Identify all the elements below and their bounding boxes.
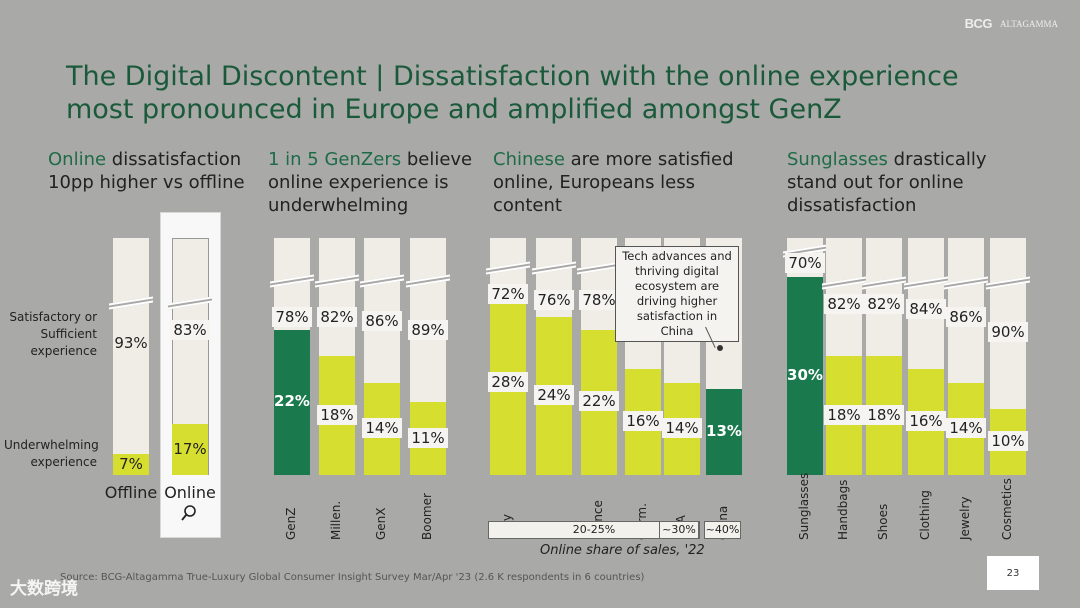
value-label-underwhelming: 7% bbox=[119, 454, 143, 473]
value-label-underwhelming: 24% bbox=[534, 384, 574, 405]
panel-heading-1: Online dissatisfaction 10pp higher vs of… bbox=[48, 148, 258, 194]
ylabel-satisfactory: Satisfactory or Sufficient experience bbox=[9, 310, 97, 358]
logos: BCG ALTAGAMMA bbox=[965, 16, 1058, 31]
value-label-satisfactory: 78% bbox=[272, 307, 312, 327]
value-label-underwhelming: 13% bbox=[706, 422, 742, 441]
value-label-satisfactory: 78% bbox=[579, 290, 619, 310]
value-label-underwhelming: 30% bbox=[787, 366, 823, 384]
value-label-underwhelming: 16% bbox=[623, 411, 663, 432]
share-box-usa: ~30% bbox=[659, 521, 699, 539]
value-label-satisfactory: 76% bbox=[534, 290, 574, 310]
callout-dot bbox=[717, 345, 723, 351]
title-rest: Dissatisfaction with the online experien… bbox=[66, 61, 959, 125]
bar-background bbox=[113, 238, 149, 475]
title-bold: The Digital Discontent bbox=[66, 61, 367, 92]
value-label-satisfactory: 86% bbox=[946, 307, 986, 327]
value-label-underwhelming: 28% bbox=[488, 371, 528, 392]
value-label-satisfactory: 89% bbox=[408, 320, 448, 340]
bar-sunglasses bbox=[787, 277, 823, 475]
share-label: Online share of sales, '22 bbox=[540, 543, 705, 558]
panel-4-text: drastically stand out for online dissati… bbox=[787, 149, 987, 216]
category-label: Online bbox=[164, 483, 216, 502]
bcg-logo: BCG bbox=[964, 16, 993, 31]
value-label-satisfactory: 86% bbox=[362, 311, 402, 331]
china-callout: Tech advances and thriving digital ecosy… bbox=[615, 246, 739, 342]
category-label: Handbags bbox=[836, 479, 850, 540]
value-label-satisfactory: 84% bbox=[906, 299, 946, 319]
category-label: GenX bbox=[374, 507, 388, 540]
value-label-underwhelming: 11% bbox=[408, 427, 448, 448]
value-label-satisfactory: 72% bbox=[488, 284, 528, 304]
panel-2-highlight: 1 in 5 GenZers bbox=[268, 149, 402, 170]
share-box-china: ~40% bbox=[704, 521, 741, 539]
category-label: Jewelry bbox=[958, 496, 972, 541]
ylabel-underwhelming: Underwhelming experience bbox=[4, 438, 99, 469]
panel-3-text: are more satisfied online, Europeans les… bbox=[493, 149, 734, 216]
value-label-underwhelming: 18% bbox=[317, 404, 357, 425]
value-label-satisfactory: 82% bbox=[824, 294, 864, 314]
value-label-underwhelming: 14% bbox=[362, 417, 402, 438]
category-label: Boomer bbox=[420, 493, 434, 540]
category-label: Shoes bbox=[876, 503, 890, 540]
source-footer: Source: BCG-Altagamma True-Luxury Global… bbox=[60, 572, 645, 583]
value-label-underwhelming: 18% bbox=[864, 404, 904, 425]
panel-heading-2: 1 in 5 GenZers believe online experience… bbox=[268, 148, 483, 217]
panel-3-highlight: Chinese bbox=[493, 149, 565, 170]
value-label-underwhelming: 16% bbox=[906, 411, 946, 432]
panel-heading-3: Chinese are more satisfied online, Europ… bbox=[493, 148, 753, 217]
panel-1-highlight: Online bbox=[48, 149, 107, 170]
category-label: GenZ bbox=[284, 507, 298, 540]
bar-offline bbox=[113, 454, 149, 475]
value-label-underwhelming: 14% bbox=[946, 417, 986, 438]
category-label: Offline bbox=[104, 483, 158, 502]
panel-4-highlight: Sunglasses bbox=[787, 149, 888, 170]
panel-heading-4: Sunglasses drastically stand out for onl… bbox=[787, 148, 1017, 217]
value-label-underwhelming: 22% bbox=[579, 391, 619, 412]
page-number: 23 bbox=[987, 556, 1039, 590]
category-label: Millen. bbox=[329, 500, 343, 540]
magnifier-icon bbox=[181, 505, 196, 521]
value-label-satisfactory: 90% bbox=[988, 322, 1028, 342]
value-label-satisfactory: 83% bbox=[170, 320, 210, 340]
value-label-underwhelming: 18% bbox=[824, 404, 864, 425]
title-sep: | bbox=[366, 61, 393, 92]
panel-1-text: dissatisfaction 10pp higher vs offline bbox=[48, 149, 245, 193]
category-label: Cosmetics bbox=[1000, 478, 1014, 540]
bar-china bbox=[706, 389, 742, 475]
bar-genz bbox=[274, 329, 310, 475]
panel-2-text: believe online experience is underwhelmi… bbox=[268, 149, 473, 216]
value-label-underwhelming: 17% bbox=[173, 439, 207, 458]
value-label-satisfactory: 82% bbox=[317, 307, 357, 327]
category-label: Clothing bbox=[918, 490, 932, 540]
watermark: 大数跨境 bbox=[10, 579, 78, 599]
category-label: Sunglasses bbox=[797, 472, 811, 540]
value-label-underwhelming: 22% bbox=[274, 392, 310, 411]
value-label-satisfactory: 93% bbox=[114, 334, 148, 352]
value-label-satisfactory: 82% bbox=[864, 294, 904, 314]
slide-title: The Digital Discontent | Dissatisfaction… bbox=[66, 60, 1026, 126]
value-label-satisfactory: 70% bbox=[785, 253, 825, 273]
share-box-europe: 20-25% bbox=[488, 521, 700, 539]
altagamma-logo: ALTAGAMMA bbox=[1000, 18, 1058, 29]
bar-online bbox=[172, 424, 208, 475]
value-label-underwhelming: 14% bbox=[662, 417, 702, 438]
value-label-underwhelming: 10% bbox=[988, 431, 1028, 451]
